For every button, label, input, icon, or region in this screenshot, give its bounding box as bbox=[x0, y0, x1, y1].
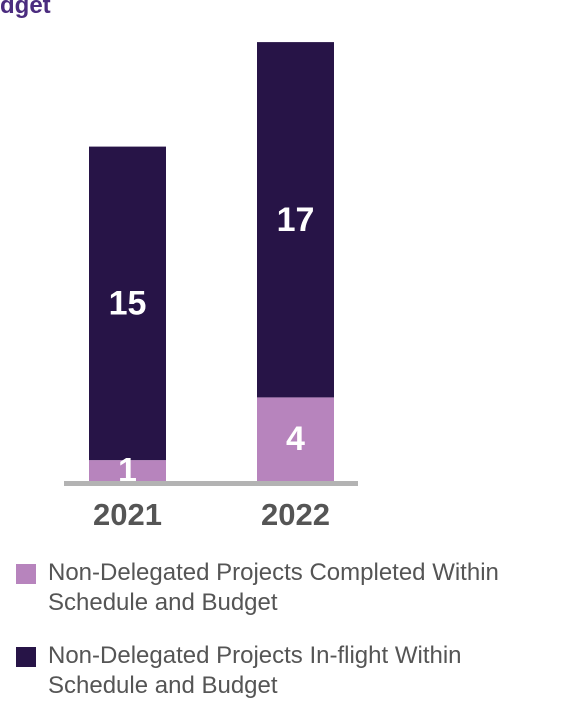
data-label-2021-series-2: 15 bbox=[109, 284, 147, 322]
legend-swatch-series-1 bbox=[16, 564, 36, 584]
data-label-2022-series-2: 17 bbox=[277, 201, 315, 239]
bar-2022-series-1 bbox=[257, 397, 334, 481]
bar-2021-series-1 bbox=[89, 460, 166, 481]
x-tick-label-2022: 2022 bbox=[261, 497, 330, 532]
legend-swatch-series-2 bbox=[16, 647, 36, 667]
data-label-2021-series-1: 1 bbox=[118, 452, 137, 490]
data-label-2022-series-1: 4 bbox=[286, 420, 305, 458]
bar-2021-series-2 bbox=[89, 146, 166, 461]
legend-item-series-1: Non-Delegated Projects Completed Within … bbox=[16, 558, 556, 618]
legend-item-series-2: Non-Delegated Projects In-flight Within … bbox=[16, 641, 556, 701]
bar-2022-series-2 bbox=[257, 42, 334, 398]
chart-title-fragment: dget bbox=[0, 0, 51, 19]
legend-label-series-1: Non-Delegated Projects Completed Within … bbox=[48, 559, 499, 616]
x-axis-baseline bbox=[64, 481, 358, 486]
x-tick-label-2021: 2021 bbox=[93, 497, 162, 532]
legend-label-series-2: Non-Delegated Projects In-flight Within … bbox=[48, 642, 462, 699]
stacked-bar-chart: 1 15 4 17 2021 2022 bbox=[64, 42, 358, 532]
